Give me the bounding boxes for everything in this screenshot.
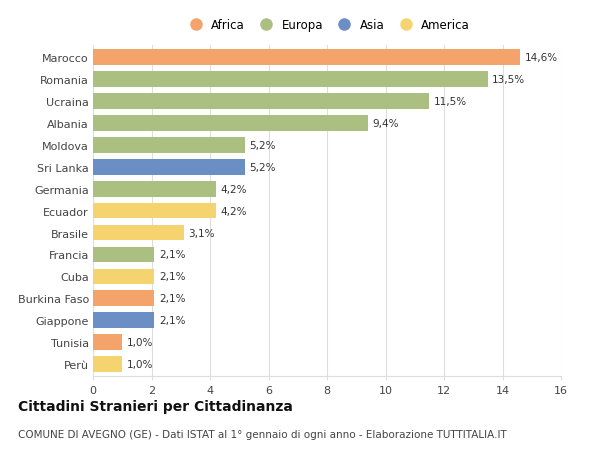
Bar — [93, 159, 245, 175]
Bar — [93, 138, 245, 153]
Bar — [93, 50, 520, 66]
Text: 5,2%: 5,2% — [250, 140, 276, 151]
Text: 2,1%: 2,1% — [159, 294, 185, 304]
Text: 1,0%: 1,0% — [127, 359, 153, 369]
Bar — [93, 313, 154, 329]
Bar — [93, 357, 122, 372]
Legend: Africa, Europa, Asia, America: Africa, Europa, Asia, America — [179, 14, 475, 37]
Bar — [93, 291, 154, 307]
Bar — [93, 269, 154, 285]
Text: 13,5%: 13,5% — [492, 75, 526, 85]
Bar — [93, 335, 122, 350]
Bar — [93, 181, 216, 197]
Text: 3,1%: 3,1% — [188, 228, 215, 238]
Bar — [93, 203, 216, 219]
Text: 4,2%: 4,2% — [220, 184, 247, 194]
Text: 14,6%: 14,6% — [524, 53, 557, 63]
Bar — [93, 94, 430, 110]
Text: Cittadini Stranieri per Cittadinanza: Cittadini Stranieri per Cittadinanza — [18, 399, 293, 413]
Text: COMUNE DI AVEGNO (GE) - Dati ISTAT al 1° gennaio di ogni anno - Elaborazione TUT: COMUNE DI AVEGNO (GE) - Dati ISTAT al 1°… — [18, 429, 507, 439]
Text: 5,2%: 5,2% — [250, 162, 276, 173]
Text: 2,1%: 2,1% — [159, 272, 185, 282]
Bar — [93, 116, 368, 131]
Text: 1,0%: 1,0% — [127, 337, 153, 347]
Text: 2,1%: 2,1% — [159, 316, 185, 325]
Bar — [93, 225, 184, 241]
Text: 2,1%: 2,1% — [159, 250, 185, 260]
Text: 11,5%: 11,5% — [434, 97, 467, 106]
Text: 9,4%: 9,4% — [373, 118, 399, 129]
Bar — [93, 72, 488, 88]
Bar — [93, 247, 154, 263]
Text: 4,2%: 4,2% — [220, 206, 247, 216]
